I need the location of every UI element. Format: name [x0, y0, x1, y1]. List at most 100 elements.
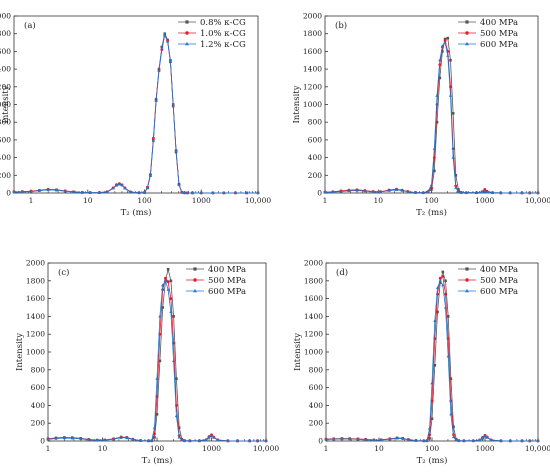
data-point: [446, 54, 450, 57]
data-point: [247, 439, 252, 443]
data-point: [457, 439, 461, 442]
data-point: [163, 32, 167, 36]
data-point: [46, 437, 50, 441]
data-point: [421, 190, 425, 194]
y-tick-label: 1000: [304, 348, 323, 357]
data-point: [323, 190, 327, 194]
y-tick-label: 2000: [304, 259, 323, 268]
data-point: [166, 287, 170, 291]
panel-label: (a): [24, 20, 36, 31]
data-point: [480, 190, 484, 194]
data-point: [209, 433, 214, 437]
x-tick-label: 10: [98, 444, 108, 453]
data-point: [449, 412, 453, 416]
data-point: [432, 146, 436, 150]
series-line: [324, 39, 538, 194]
data-point: [449, 377, 453, 380]
y-tick-label: 400: [31, 401, 46, 410]
data-point: [155, 376, 159, 380]
data-point: [428, 437, 431, 440]
data-point: [440, 44, 444, 48]
y-tick-label: 1600: [0, 47, 11, 56]
x-tick-label: 1: [324, 444, 329, 453]
data-point: [438, 76, 442, 80]
y-tick-label: 800: [309, 365, 324, 374]
legend-marker: [465, 278, 469, 282]
data-point: [348, 437, 352, 441]
data-point: [161, 306, 164, 309]
data-point: [438, 279, 442, 282]
data-point: [435, 93, 439, 97]
data-point: [182, 439, 187, 442]
data-point: [446, 36, 450, 40]
data-point: [451, 435, 456, 439]
legend-marker: [193, 278, 197, 282]
legend-marker: [465, 31, 469, 35]
y-tick-label: 2000: [0, 12, 11, 21]
data-point: [508, 439, 512, 443]
x-tick-label: 1000: [475, 444, 494, 453]
data-point: [444, 292, 447, 296]
data-point: [63, 189, 67, 193]
data-point: [379, 438, 383, 442]
data-point: [233, 191, 238, 195]
y-tick-label: 600: [31, 383, 46, 392]
data-point: [449, 58, 452, 62]
data-point: [183, 191, 187, 194]
data-point: [71, 190, 76, 194]
y-tick-label: 1200: [303, 82, 322, 91]
y-tick-label: 1400: [304, 312, 323, 321]
data-point: [185, 191, 190, 195]
data-point: [406, 189, 410, 193]
legend-entry: 600 MPa: [208, 287, 246, 297]
data-point: [87, 437, 91, 441]
data-point: [452, 425, 455, 429]
data-point: [166, 39, 170, 43]
data-point: [137, 191, 141, 194]
data-point: [332, 437, 336, 441]
data-point: [145, 186, 150, 190]
data-point: [499, 439, 503, 443]
data-point: [226, 439, 230, 443]
data-point: [406, 437, 411, 441]
y-tick-label: 1600: [304, 294, 323, 303]
data-point: [441, 50, 444, 53]
legend-entry: 400 MPa: [480, 18, 518, 28]
data-point: [528, 439, 532, 443]
data-point: [485, 190, 489, 194]
data-point: [212, 435, 216, 439]
data-point: [425, 438, 429, 442]
data-point: [158, 314, 162, 318]
x-tick-label: 1000: [192, 196, 211, 205]
data-point: [433, 364, 437, 367]
legend-entry: 600 MPa: [480, 40, 518, 50]
data-point: [146, 439, 151, 442]
data-point: [520, 191, 524, 195]
legend-marker: [185, 31, 189, 35]
data-point: [174, 149, 178, 153]
data-point: [429, 183, 434, 187]
data-point: [433, 169, 436, 173]
data-point: [161, 283, 165, 287]
legend-marker: [465, 20, 469, 24]
data-point: [446, 315, 450, 318]
y-axis-label: Intensity: [1, 85, 11, 123]
data-point: [499, 191, 503, 195]
data-point: [54, 436, 58, 440]
data-point: [128, 190, 132, 194]
y-tick-label: 1400: [0, 65, 11, 74]
data-point: [387, 188, 391, 192]
data-point: [169, 310, 173, 314]
data-point: [451, 155, 455, 159]
data-point: [177, 183, 181, 187]
data-point: [430, 417, 434, 421]
legend-marker: [465, 288, 469, 293]
data-point: [153, 436, 156, 439]
data-point: [158, 359, 162, 363]
data-point: [435, 103, 439, 106]
data-point: [197, 438, 202, 442]
data-point: [339, 189, 343, 193]
data-point: [204, 438, 208, 442]
data-point: [119, 435, 123, 439]
